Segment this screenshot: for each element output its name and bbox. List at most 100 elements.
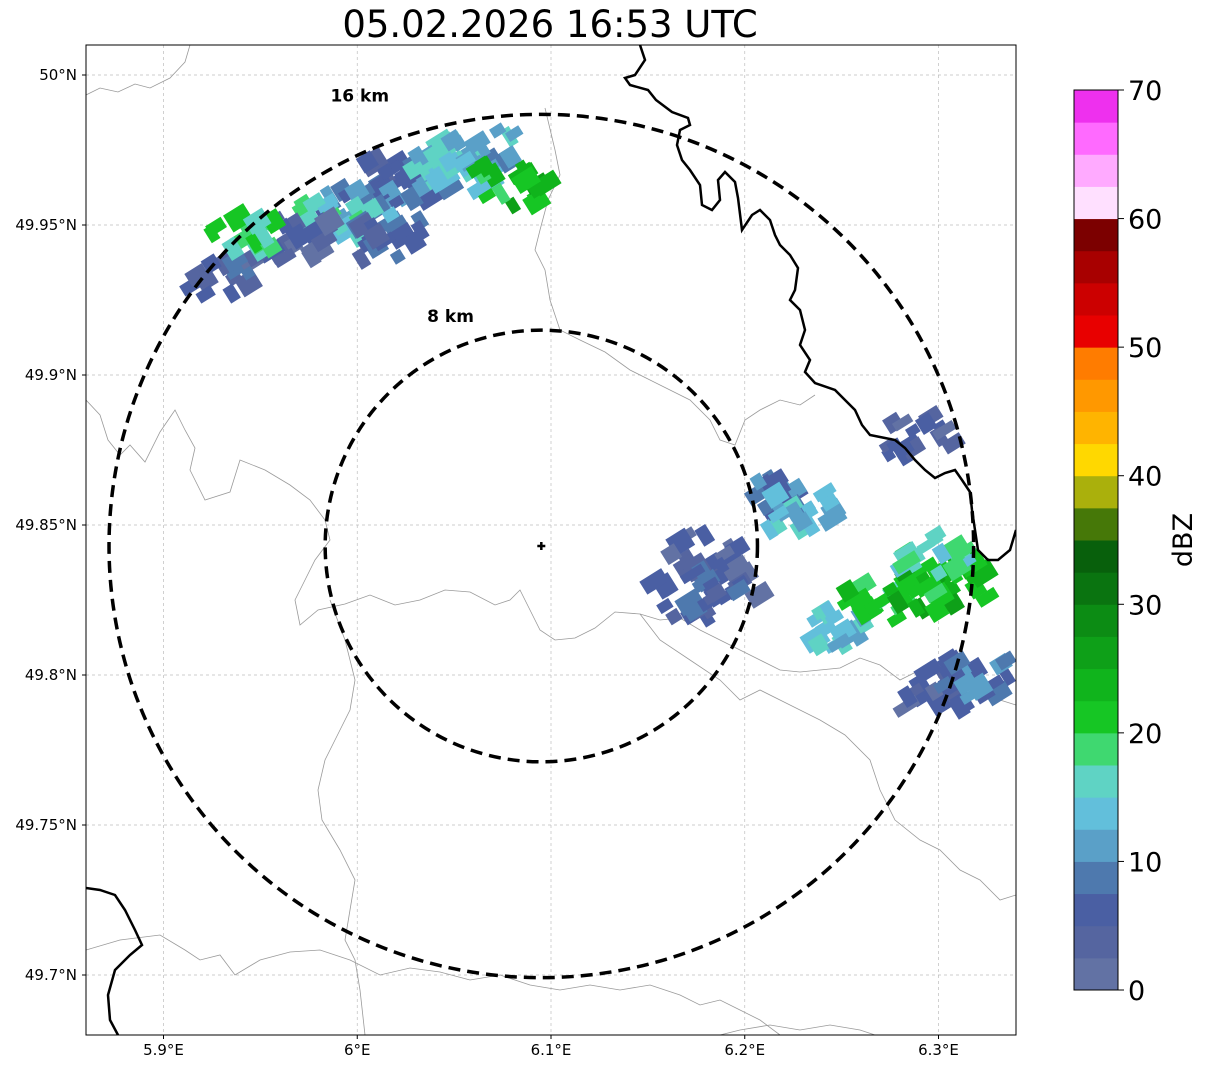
colorbar-segment [1074,507,1118,541]
colorbar-segment [1074,443,1118,477]
colorbar-segment [1074,540,1118,573]
radar-site-marker [537,542,546,550]
echo-pixel [384,182,400,199]
colorbar-segment [1074,829,1118,862]
echo-pixel [285,223,312,250]
echo-pixel [824,609,845,627]
echo-pixel [893,440,915,460]
lon-tick-label: 5.9°E [143,1041,184,1059]
colorbar-tick-label: 30 [1128,590,1162,621]
echo-pixel [438,149,463,173]
lon-tick-label: 6.1°E [531,1041,572,1059]
echo-pixel [924,681,944,702]
echo-pixel [313,206,345,237]
colorbar-segment [1074,379,1118,412]
echo-pixel [260,208,287,235]
echo-pixel [759,519,779,541]
echo-pixel [943,534,972,562]
admin-boundary-line [86,45,191,96]
echo-pixel [702,576,721,593]
echo-pixel [310,228,338,253]
map-axes: 5.9°E 6°E 6.1°E 6.2°E 6.3°E 50°N 49.95°N 49.9°N… [15,66,959,1059]
echo-pixel [377,162,396,181]
echo-pixel [435,174,465,201]
echo-pixel [826,632,851,653]
colorbar-title: dBZ [1168,513,1199,567]
echo-pixel [348,212,377,239]
echo-pixel [381,206,400,224]
echo-pixel [522,187,552,216]
country-border-line [86,886,144,1035]
echo-pixel [240,265,256,281]
colorbar-segment [1074,475,1118,509]
echo-pixel [400,185,424,212]
echo-pixel [499,145,522,169]
echo-pixel [362,222,391,250]
echo-pixel [410,219,430,242]
echo-pixel [931,542,952,565]
lon-tick-label: 6.2°E [724,1041,765,1059]
echo-pixel [896,570,924,593]
echo-pixel [234,269,263,298]
echo-pixel [886,590,910,615]
lat-tick-label: 49.85°N [15,516,77,534]
echo-pixel [491,182,511,205]
echo-pixel [245,230,267,254]
echo-pixel [302,192,326,214]
country-border-line [622,45,1016,562]
colorbar-tick-label: 40 [1128,462,1162,493]
colorbar-segment [1074,282,1118,316]
colorbar-segment [1074,732,1118,766]
echo-pixel [923,582,948,604]
echo-pixel [891,413,914,432]
colorbar-segment [1074,668,1118,702]
colorbar-segment [1074,861,1118,895]
echo-pixel [388,194,405,210]
admin-boundary-line [719,1024,876,1035]
colorbar-segment [1074,90,1118,123]
echo-pixel [713,556,730,575]
echo-pixel [720,554,753,585]
colorbar-segment [1074,636,1118,670]
echo-pixel [253,225,275,249]
echo-pixel [394,166,417,190]
range-ring [323,328,760,764]
colorbar-tick-label: 20 [1128,719,1162,750]
echo-pixel [744,580,775,609]
echo-pixel [916,537,936,555]
colorbar-tick-label: 10 [1128,847,1162,878]
lon-tick-label: 6.3°E [918,1041,959,1059]
echo-pixel [933,675,954,694]
echo-pixel [344,178,370,204]
echo-pixel [466,178,491,201]
echo-pixel [904,423,921,438]
range-ring-label: 16 km [330,87,389,107]
echo-pixel [489,122,507,139]
echo-pixel [975,586,1000,608]
echo-pixel [907,598,926,618]
echo-pixel [913,658,943,684]
echo-pixel [351,247,372,270]
echo-pixel [932,419,957,441]
colorbar-segment [1074,154,1118,187]
admin-boundary-line [86,934,781,1035]
echo-pixel [639,568,670,595]
echo-pixel [791,511,814,533]
echo-pixel [965,672,994,701]
echo-pixel [386,222,417,250]
country-borders [86,45,1016,1035]
colorbar-segment [1074,604,1118,637]
echo-pixel [705,582,728,603]
echo-pixel [196,273,213,288]
lon-tick-label: 6°E [344,1041,371,1059]
echo-pixel [401,229,427,255]
colorbar-tick-label: 50 [1128,333,1162,364]
echo-pixel [314,192,339,214]
lat-tick-label: 49.95°N [15,216,77,234]
map-title: 05.02.2026 16:53 UTC [342,3,758,46]
echo-pixel [726,578,751,602]
echo-pixel [205,216,227,237]
colorbar-segment [1074,700,1118,734]
echo-pixel [743,482,770,507]
colorbar-segment [1074,347,1118,380]
